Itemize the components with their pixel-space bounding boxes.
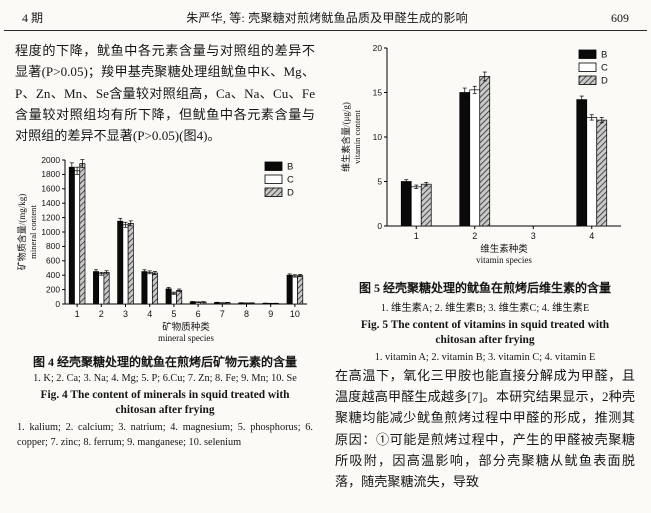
svg-text:矿物质种类: 矿物质种类 xyxy=(162,321,210,333)
svg-text:D: D xyxy=(601,76,608,87)
svg-text:2: 2 xyxy=(472,231,477,241)
fig5-caption-en: Fig. 5 The content of vitamins in squid … xyxy=(360,319,610,347)
page-header: 4 期 朱严华, 等: 壳聚糖对煎烤鱿鱼品质及甲醛生成的影响 609 xyxy=(4,0,647,31)
paragraph-minerals: 程度的下降，鱿鱼中各元素含量与对照组的差异不显著(P>0.05)；羧甲基壳聚糖处… xyxy=(15,43,315,144)
fig4-caption-cn: 图 4 经壳聚糖处理的鱿鱼在煎烤后矿物元素的含量 xyxy=(32,354,297,369)
svg-text:D: D xyxy=(287,187,294,198)
svg-text:0: 0 xyxy=(377,221,382,231)
fig5-key-en: 1. vitamin A; 2. vitamin B; 3. vitamin C… xyxy=(374,351,596,363)
two-column-body: 程度的下降，鱿鱼中各元素含量与对照组的差异不显著(P>0.05)；羧甲基壳聚糖处… xyxy=(0,31,651,498)
fig5-caption-cn: 图 5 经壳聚糖处理的鱿鱼在煎烤后维生素的含量 xyxy=(358,281,611,295)
svg-text:3: 3 xyxy=(123,309,128,319)
svg-text:8: 8 xyxy=(244,309,249,319)
fig4-caption-en: Fig. 4 The content of minerals in squid … xyxy=(40,388,290,417)
fig5-caption-block: 图 5 经壳聚糖处理的鱿鱼在煎烤后维生素的含量 1. 维生素A; 2. 维生素B… xyxy=(335,279,635,363)
svg-text:10: 10 xyxy=(290,309,300,319)
issue-label: 4 期 xyxy=(22,11,44,25)
svg-text:维生素含量/(μg/g): 维生素含量/(μg/g) xyxy=(340,102,351,172)
svg-text:C: C xyxy=(287,174,294,185)
svg-text:10: 10 xyxy=(373,132,383,142)
svg-text:C: C xyxy=(601,63,608,74)
svg-text:15: 15 xyxy=(373,87,383,97)
running-title: 朱严华, 等: 壳聚糖对煎烤鱿鱼品质及甲醛生成的影响 xyxy=(186,11,468,25)
figure-5: 0 5 10 15 20 1 2 3 4 B C D 维生素含量/(μg/g) vitamin conte… xyxy=(335,40,635,363)
svg-text:1000: 1000 xyxy=(41,226,60,236)
svg-text:vitamin species: vitamin species xyxy=(476,255,532,265)
svg-text:1200: 1200 xyxy=(41,212,60,222)
svg-text:维生素种类: 维生素种类 xyxy=(480,243,528,255)
svg-text:B: B xyxy=(287,161,293,172)
svg-text:4: 4 xyxy=(147,309,152,319)
fig4-minerals-bar-chart: 0 200 400 600 800 1000 1200 1400 1600 1800 2000 1 2 3… xyxy=(16,154,307,343)
svg-text:2000: 2000 xyxy=(41,154,60,164)
svg-text:6: 6 xyxy=(196,309,201,319)
svg-text:1: 1 xyxy=(75,309,80,319)
svg-text:0: 0 xyxy=(55,298,60,308)
svg-text:800: 800 xyxy=(46,241,60,251)
fig5-vitamins-bar-chart: 0 5 10 15 20 1 2 3 4 BCD 维生素含量/(μg/g) vitamin conte… xyxy=(340,43,621,265)
svg-text:mineral species: mineral species xyxy=(158,333,214,343)
fig4-caption-block: 图 4 经壳聚糖处理的鱿鱼在煎烤后矿物元素的含量 1. K; 2. Ca; 3.… xyxy=(15,353,315,452)
svg-text:矿物质含量/(mg/kg): 矿物质含量/(mg/kg) xyxy=(16,193,27,270)
svg-text:400: 400 xyxy=(46,270,60,280)
svg-text:20: 20 xyxy=(373,43,383,53)
svg-text:2: 2 xyxy=(99,309,104,319)
svg-text:7: 7 xyxy=(220,309,225,319)
svg-text:1800: 1800 xyxy=(41,169,60,179)
svg-text:1600: 1600 xyxy=(41,183,60,193)
svg-text:5: 5 xyxy=(171,309,176,319)
page-number: 609 xyxy=(611,11,629,25)
svg-text:200: 200 xyxy=(46,284,60,294)
fig4-key-en: 1. kalium; 2. calcium; 3. natrium; 4. ma… xyxy=(17,422,313,449)
left-column: 程度的下降，鱿鱼中各元素含量与对照组的差异不显著(P>0.05)；羧甲基壳聚糖处… xyxy=(15,38,315,498)
svg-text:4: 4 xyxy=(589,231,594,241)
svg-text:9: 9 xyxy=(268,309,273,319)
svg-text:B: B xyxy=(601,50,607,61)
svg-text:vitamin content: vitamin content xyxy=(352,110,362,164)
fig4-key-cn: 1. K; 2. Ca; 3. Na; 4. Mg; 5. P; 6.Cu; 7… xyxy=(33,372,297,384)
svg-text:5: 5 xyxy=(377,176,382,186)
svg-text:1: 1 xyxy=(414,231,419,241)
svg-text:1400: 1400 xyxy=(41,198,60,208)
svg-text:mineral content: mineral content xyxy=(28,204,38,258)
fig5-key-cn: 1. 维生素A; 2. 维生素B; 3. 维生素C; 4. 维生素E xyxy=(380,303,590,314)
right-column: 0 5 10 15 20 1 2 3 4 B C D 维生素含量/(μg/g) vitamin conte… xyxy=(335,38,635,498)
svg-text:600: 600 xyxy=(46,255,60,265)
svg-text:3: 3 xyxy=(531,231,536,241)
paragraph-formaldehyde: 在高温下，氧化三甲胺也能直接分解成为甲醛，且温度越高甲醛生成越多[7]。本研究结… xyxy=(335,367,635,490)
figure-4: 0 200 400 600 800 1000 1200 1400 1600 1800 2000 1 2 3… xyxy=(15,152,315,452)
